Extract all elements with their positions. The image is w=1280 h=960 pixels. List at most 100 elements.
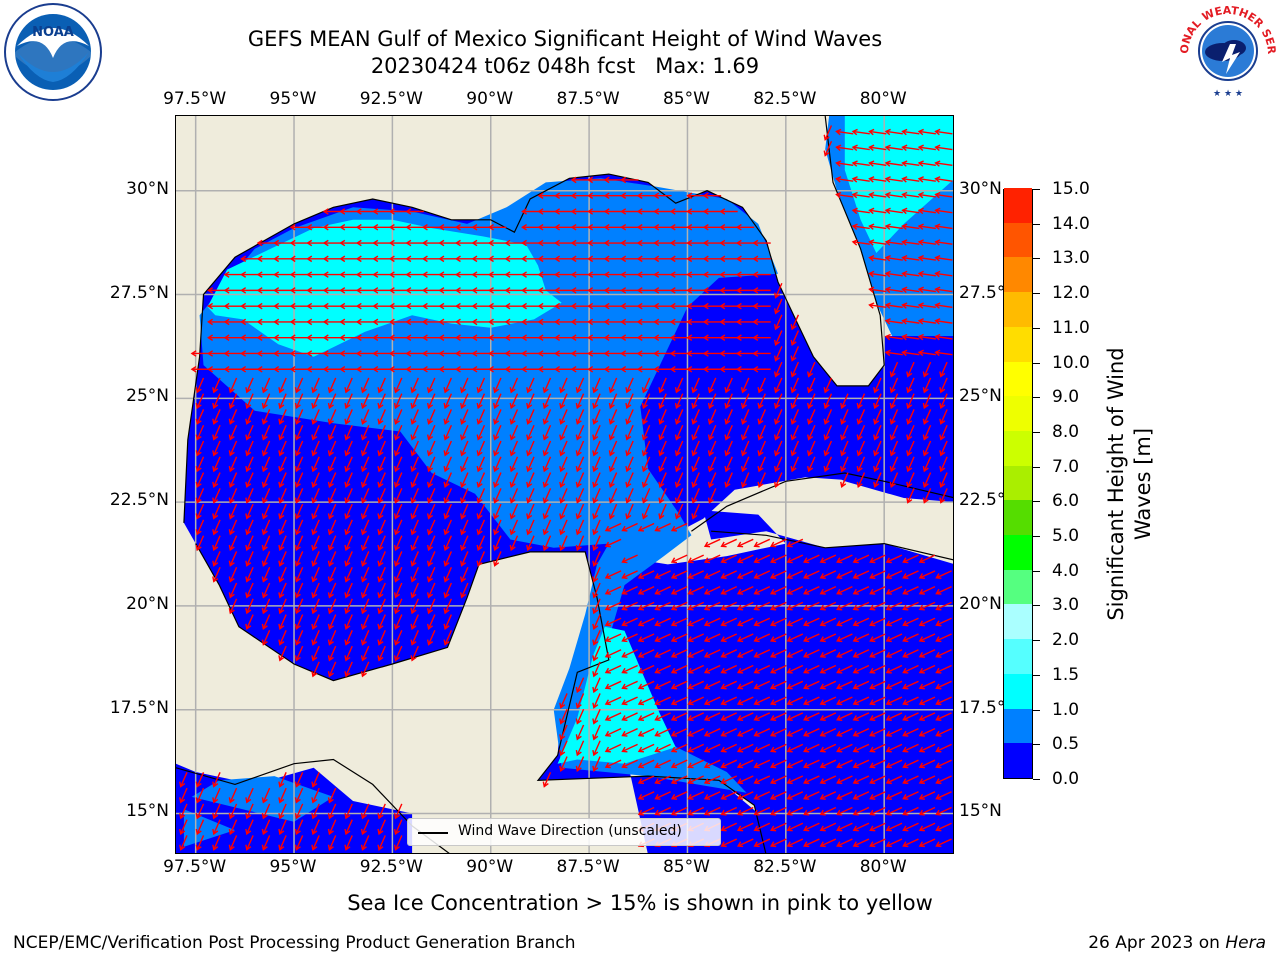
wave-direction-arrow: [592, 724, 601, 741]
wave-direction-arrow: [559, 393, 568, 410]
wave-direction-arrow: [803, 822, 820, 832]
wave-direction-arrow: [724, 456, 733, 473]
wave-direction-arrow: [344, 488, 353, 504]
wave-direction-arrow: [670, 586, 688, 595]
wave-direction-arrow: [790, 440, 800, 457]
wave-direction-arrow: [707, 393, 717, 410]
wave-direction-arrow: [835, 191, 854, 199]
wave-direction-arrow: [476, 424, 486, 441]
wave-direction-arrow: [922, 472, 932, 489]
wave-direction-arrow: [327, 819, 337, 836]
wave-direction-arrow: [918, 601, 936, 611]
wave-direction-arrow: [526, 424, 535, 441]
wave-direction-arrow: [306, 287, 325, 294]
wave-direction-arrow: [212, 835, 221, 851]
wave-direction-arrow: [327, 409, 337, 425]
wave-direction-arrow: [240, 271, 259, 278]
wave-direction-arrow: [360, 472, 370, 489]
wave-direction-arrow: [719, 302, 738, 310]
noaa-logo: NOAA: [3, 2, 103, 102]
wave-direction-arrow: [773, 456, 783, 473]
wave-direction-arrow: [620, 255, 639, 263]
wave-direction-arrow: [377, 803, 386, 820]
wave-direction-arrow: [702, 318, 722, 326]
wave-direction-arrow: [869, 617, 886, 627]
wave-direction-arrow: [790, 409, 800, 425]
wave-direction-arrow: [344, 835, 353, 851]
wave-direction-arrow: [537, 223, 556, 231]
coastline: [183, 116, 885, 523]
wave-direction-arrow: [707, 377, 717, 394]
colorbar-segment: [1004, 326, 1032, 362]
wave-direction-arrow: [852, 838, 870, 848]
wave-direction-arrow: [410, 424, 419, 441]
wave-direction-arrow: [884, 349, 903, 357]
wave-direction-arrow: [587, 255, 606, 263]
wave-direction-arrow: [311, 377, 320, 394]
wave-direction-arrow: [687, 759, 704, 769]
wave-direction-arrow: [273, 271, 292, 278]
wave-direction-arrow: [851, 207, 870, 215]
wave-direction-arrow: [608, 488, 618, 504]
wave-direction-arrow: [735, 350, 755, 357]
colorbar-segment: [1004, 500, 1032, 536]
wave-direction-arrow: [592, 409, 601, 425]
wave-direction-arrow: [327, 472, 337, 489]
wave-direction-arrow: [471, 350, 490, 357]
wave-direction-arrow: [212, 456, 221, 473]
wave-direction-arrow: [917, 128, 936, 136]
wave-direction-arrow: [885, 728, 903, 737]
wave-direction-arrow: [245, 566, 254, 583]
wave-direction-arrow: [901, 191, 920, 199]
wave-direction-arrow: [917, 318, 936, 325]
wave-direction-arrow: [918, 759, 936, 769]
wave-direction-arrow: [691, 424, 700, 441]
wave-direction-arrow: [918, 838, 936, 848]
wave-direction-arrow: [836, 554, 853, 564]
wave-direction-arrow: [587, 208, 606, 215]
wave-direction-arrow: [393, 456, 403, 473]
wave-direction-arrow: [438, 302, 457, 310]
wave-direction-arrow: [935, 617, 952, 627]
wave-direction-arrow: [405, 334, 424, 341]
wave-direction-arrow: [388, 287, 408, 294]
wave-direction-arrow: [575, 677, 585, 694]
wave-direction-arrow: [521, 318, 540, 326]
wave-direction-arrow: [604, 728, 622, 737]
wave-direction-arrow: [327, 424, 337, 441]
wave-direction-arrow: [836, 775, 853, 785]
wave-direction-arrow: [703, 617, 721, 627]
wave-direction-arrow: [636, 334, 656, 341]
wave-direction-arrow: [228, 424, 238, 441]
wave-direction-arrow: [603, 318, 622, 326]
wave-direction-arrow: [493, 440, 502, 457]
wave-direction-arrow: [868, 144, 887, 152]
wave-direction-arrow: [278, 787, 287, 804]
wave-direction-arrow: [637, 712, 655, 721]
wave-direction-arrow: [570, 302, 589, 310]
wave-direction-arrow: [554, 287, 573, 294]
wave-direction-arrow: [790, 361, 800, 378]
wave-direction-arrow: [823, 424, 833, 441]
wave-direction-arrow: [934, 270, 953, 278]
wave-direction-arrow: [228, 456, 238, 473]
colorbar-tick-mark: [1033, 779, 1040, 780]
wave-direction-arrow: [570, 239, 589, 247]
wave-direction-arrow: [559, 519, 568, 536]
wave-direction-arrow: [339, 287, 358, 294]
wave-direction-arrow: [322, 334, 342, 341]
wave-direction-arrow: [889, 456, 899, 473]
wave-direction-arrow: [289, 223, 309, 231]
wave-direction-arrow: [261, 582, 271, 599]
wave-direction-arrow: [575, 724, 585, 741]
wave-direction-arrow: [935, 822, 952, 832]
wave-direction-arrow: [289, 350, 309, 357]
wave-direction-arrow: [575, 535, 585, 552]
wave-direction-arrow: [294, 551, 304, 567]
wave-direction-arrow: [426, 614, 436, 631]
wave-direction-arrow: [935, 664, 952, 674]
wave-direction-arrow: [377, 472, 386, 489]
wave-direction-arrow: [493, 488, 502, 504]
wave-direction-arrow: [720, 743, 738, 753]
wave-direction-arrow: [195, 519, 205, 536]
